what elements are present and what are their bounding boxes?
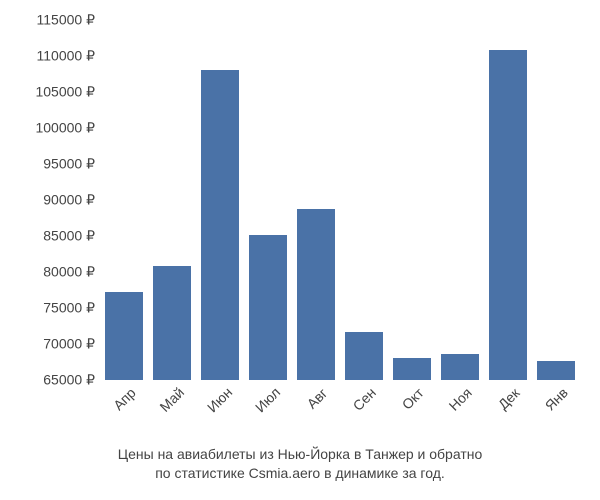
- y-tick-label: 115000 ₽: [0, 12, 95, 29]
- price-bar-chart: 65000 ₽ 70000 ₽ 75000 ₽ 80000 ₽ 85000 ₽ 90000…: [0, 0, 600, 500]
- y-tick-label: 80000 ₽: [0, 264, 95, 281]
- y-axis: 65000 ₽70000 ₽75000 ₽80000 ₽85000 ₽90000…: [0, 20, 95, 380]
- x-tick-label: Сен: [349, 384, 378, 413]
- x-tick: Авг: [292, 382, 340, 442]
- caption-line-1: Цены на авиабилеты из Нью-Йорка в Танжер…: [118, 446, 483, 462]
- x-tick-label: Июн: [204, 384, 235, 415]
- bar: [537, 361, 574, 380]
- x-tick-label: Авг: [304, 385, 331, 412]
- bar: [489, 50, 526, 380]
- plot-area: [100, 20, 580, 380]
- y-tick-label: 85000 ₽: [0, 228, 95, 245]
- bar: [249, 235, 286, 380]
- y-tick-label: 95000 ₽: [0, 156, 95, 173]
- bar-slot: [388, 20, 436, 380]
- x-tick-label: Апр: [110, 385, 139, 414]
- bar: [105, 292, 142, 380]
- y-tick-label: 65000 ₽: [0, 372, 95, 389]
- y-tick-label: 110000 ₽: [0, 48, 95, 65]
- bar-slot: [100, 20, 148, 380]
- bar: [393, 358, 430, 380]
- bar-slot: [484, 20, 532, 380]
- bar: [297, 209, 334, 380]
- bar-slot: [292, 20, 340, 380]
- x-tick-label: Дек: [495, 385, 523, 413]
- bar: [153, 266, 190, 380]
- y-tick-label: 100000 ₽: [0, 120, 95, 137]
- x-tick-label: Июл: [252, 384, 283, 415]
- x-tick: Сен: [340, 382, 388, 442]
- bar-slot: [244, 20, 292, 380]
- x-tick: Апр: [100, 382, 148, 442]
- bar-slot: [148, 20, 196, 380]
- bar-slot: [436, 20, 484, 380]
- x-tick: Июн: [196, 382, 244, 442]
- chart-caption: Цены на авиабилеты из Нью-Йорка в Танжер…: [0, 445, 600, 483]
- x-tick-label: Ноя: [446, 384, 475, 413]
- y-tick-label: 75000 ₽: [0, 300, 95, 317]
- x-axis: Апр Май Июн Июл Авг Сен Окт Ноя Дек Янв: [100, 382, 580, 442]
- x-tick: Ноя: [436, 382, 484, 442]
- y-tick-label: 105000 ₽: [0, 84, 95, 101]
- bar-slot: [340, 20, 388, 380]
- bars-group: [100, 20, 580, 380]
- x-tick-label: Янв: [542, 384, 571, 413]
- bar: [345, 332, 382, 380]
- caption-line-2: по статистике Csmia.aero в динамике за г…: [155, 465, 445, 481]
- x-tick: Дек: [484, 382, 532, 442]
- x-tick-label: Окт: [399, 385, 427, 413]
- x-tick: Май: [148, 382, 196, 442]
- bar-slot: [196, 20, 244, 380]
- x-tick: Окт: [388, 382, 436, 442]
- y-tick-label: 90000 ₽: [0, 192, 95, 209]
- y-tick-label: 70000 ₽: [0, 336, 95, 353]
- bar-slot: [532, 20, 580, 380]
- bar: [441, 354, 478, 380]
- x-tick: Июл: [244, 382, 292, 442]
- bar: [201, 70, 238, 380]
- x-tick: Янв: [532, 382, 580, 442]
- x-tick-label: Май: [156, 384, 187, 415]
